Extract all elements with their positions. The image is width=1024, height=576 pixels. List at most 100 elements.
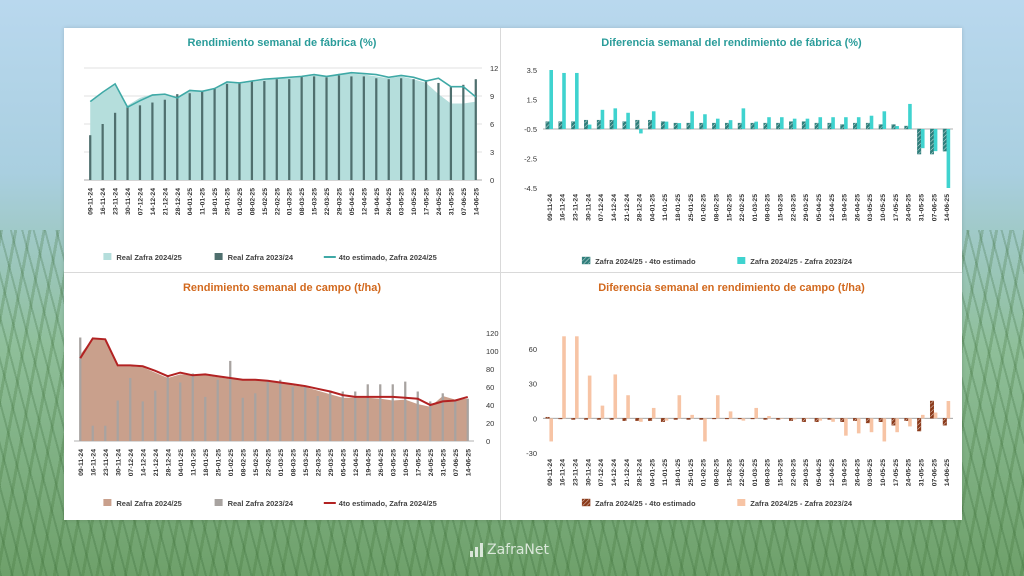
x-tick-label: 01-02-25 bbox=[701, 194, 708, 221]
x-tick-label: 25-01-25 bbox=[215, 449, 222, 476]
bars-logo-icon bbox=[470, 543, 483, 557]
legend-label: Zafra 2024/25 - 4to estimado bbox=[595, 499, 696, 508]
bar bbox=[878, 124, 883, 130]
chart-title: Diferencia semanal en rendimiento de cam… bbox=[598, 282, 865, 294]
bar bbox=[780, 117, 784, 129]
bar bbox=[865, 418, 870, 424]
bar bbox=[151, 102, 154, 180]
bar bbox=[362, 76, 365, 180]
bar bbox=[213, 88, 216, 180]
y-tick-label: 0 bbox=[486, 437, 490, 446]
bar bbox=[191, 373, 194, 441]
x-tick-label: 12-04-25 bbox=[829, 194, 836, 221]
bar bbox=[763, 418, 768, 420]
x-tick-label: 21-12-24 bbox=[624, 459, 631, 486]
x-tick-label: 25-01-25 bbox=[225, 188, 232, 215]
x-tick-label: 22-02-25 bbox=[739, 194, 746, 221]
bar bbox=[792, 118, 797, 129]
bar bbox=[686, 418, 691, 420]
brand-logo: ZafraNet bbox=[470, 540, 549, 560]
bar bbox=[891, 418, 896, 426]
bar bbox=[776, 122, 781, 130]
x-tick-label: 01-02-25 bbox=[701, 459, 708, 486]
x-tick-label: 22-03-25 bbox=[790, 459, 797, 486]
x-tick-label: 21-12-24 bbox=[153, 449, 160, 476]
bar bbox=[677, 123, 682, 129]
y-tick-label: 60 bbox=[529, 345, 537, 354]
x-tick-label: 17-05-25 bbox=[415, 449, 422, 476]
x-tick-label: 28-12-24 bbox=[637, 194, 644, 221]
y-tick-label: 0 bbox=[533, 414, 537, 423]
legend-item: 4to estimado, Zafra 2024/25 bbox=[323, 499, 437, 508]
legend-swatch bbox=[214, 253, 223, 260]
bar bbox=[831, 418, 835, 422]
bar bbox=[587, 375, 592, 419]
legend-swatch bbox=[103, 253, 112, 260]
bar bbox=[126, 107, 129, 180]
x-tick-label: 15-02-25 bbox=[726, 459, 733, 486]
bar bbox=[275, 79, 278, 180]
x-tick-label: 04-01-25 bbox=[649, 194, 656, 221]
bar bbox=[660, 121, 665, 130]
x-tick-label: 19-04-25 bbox=[842, 459, 849, 486]
bar bbox=[639, 418, 643, 422]
x-tick-label: 01-03-25 bbox=[752, 459, 759, 486]
bar bbox=[635, 119, 640, 130]
legend-item: Zafra 2024/25 - Zafra 2023/24 bbox=[737, 257, 853, 266]
x-tick-label: 31-05-25 bbox=[918, 459, 925, 486]
bar bbox=[741, 108, 746, 129]
x-tick-label: 08-02-25 bbox=[249, 188, 256, 215]
bar bbox=[354, 391, 357, 441]
bar bbox=[904, 125, 909, 130]
x-tick-label: 14-06-25 bbox=[944, 459, 951, 486]
bar bbox=[129, 378, 132, 441]
x-tick-label: 11-01-25 bbox=[662, 459, 669, 486]
legend-label: Zafra 2024/25 - Zafra 2023/24 bbox=[750, 499, 853, 508]
bar bbox=[587, 124, 592, 129]
y-tick-label: 80 bbox=[486, 365, 494, 374]
bar bbox=[441, 393, 444, 441]
bar bbox=[596, 418, 601, 420]
bar bbox=[250, 81, 254, 180]
x-tick-label: 18-01-25 bbox=[212, 188, 219, 215]
bar bbox=[814, 122, 819, 130]
x-tick-label: 11-01-25 bbox=[200, 188, 207, 215]
bar bbox=[79, 337, 82, 441]
bar bbox=[895, 126, 899, 129]
bar bbox=[113, 112, 117, 180]
y-tick-label: 20 bbox=[486, 419, 494, 428]
x-tick-label: 29-03-25 bbox=[803, 194, 810, 221]
x-tick-label: 07-06-25 bbox=[461, 188, 468, 215]
bar bbox=[416, 391, 419, 441]
y-tick-label: 30 bbox=[529, 380, 537, 389]
bar bbox=[651, 111, 656, 129]
x-tick-label: 15-02-25 bbox=[253, 449, 260, 476]
x-tick-label: 09-11-24 bbox=[547, 194, 554, 221]
x-tick-label: 10-05-25 bbox=[880, 459, 887, 486]
bar bbox=[648, 119, 653, 130]
bar bbox=[929, 400, 934, 419]
bar bbox=[754, 407, 758, 419]
bar bbox=[179, 382, 182, 441]
x-tick-label: 04-01-25 bbox=[178, 449, 185, 476]
bar bbox=[703, 418, 707, 442]
bar bbox=[545, 416, 550, 419]
bar bbox=[596, 119, 601, 130]
bar bbox=[549, 418, 553, 442]
bar bbox=[375, 78, 378, 180]
chart-svg: Rendimiento semanal de campo (t/ha) 0 20 40… bbox=[74, 282, 499, 508]
bar bbox=[241, 397, 244, 441]
x-tick-label: 30-11-24 bbox=[115, 449, 122, 476]
x-tick-label: 14-06-25 bbox=[944, 194, 951, 221]
bar bbox=[844, 418, 848, 436]
bar bbox=[91, 425, 94, 441]
bar bbox=[163, 99, 166, 180]
bar bbox=[686, 122, 691, 130]
bar bbox=[703, 114, 707, 129]
y-tick-label: -4.5 bbox=[524, 184, 537, 193]
x-tick-label: 23-11-24 bbox=[113, 188, 120, 215]
bar bbox=[651, 407, 656, 419]
bar bbox=[329, 390, 332, 441]
x-tick-label: 08-02-25 bbox=[713, 194, 720, 221]
x-tick-label: 28-12-24 bbox=[637, 459, 644, 486]
